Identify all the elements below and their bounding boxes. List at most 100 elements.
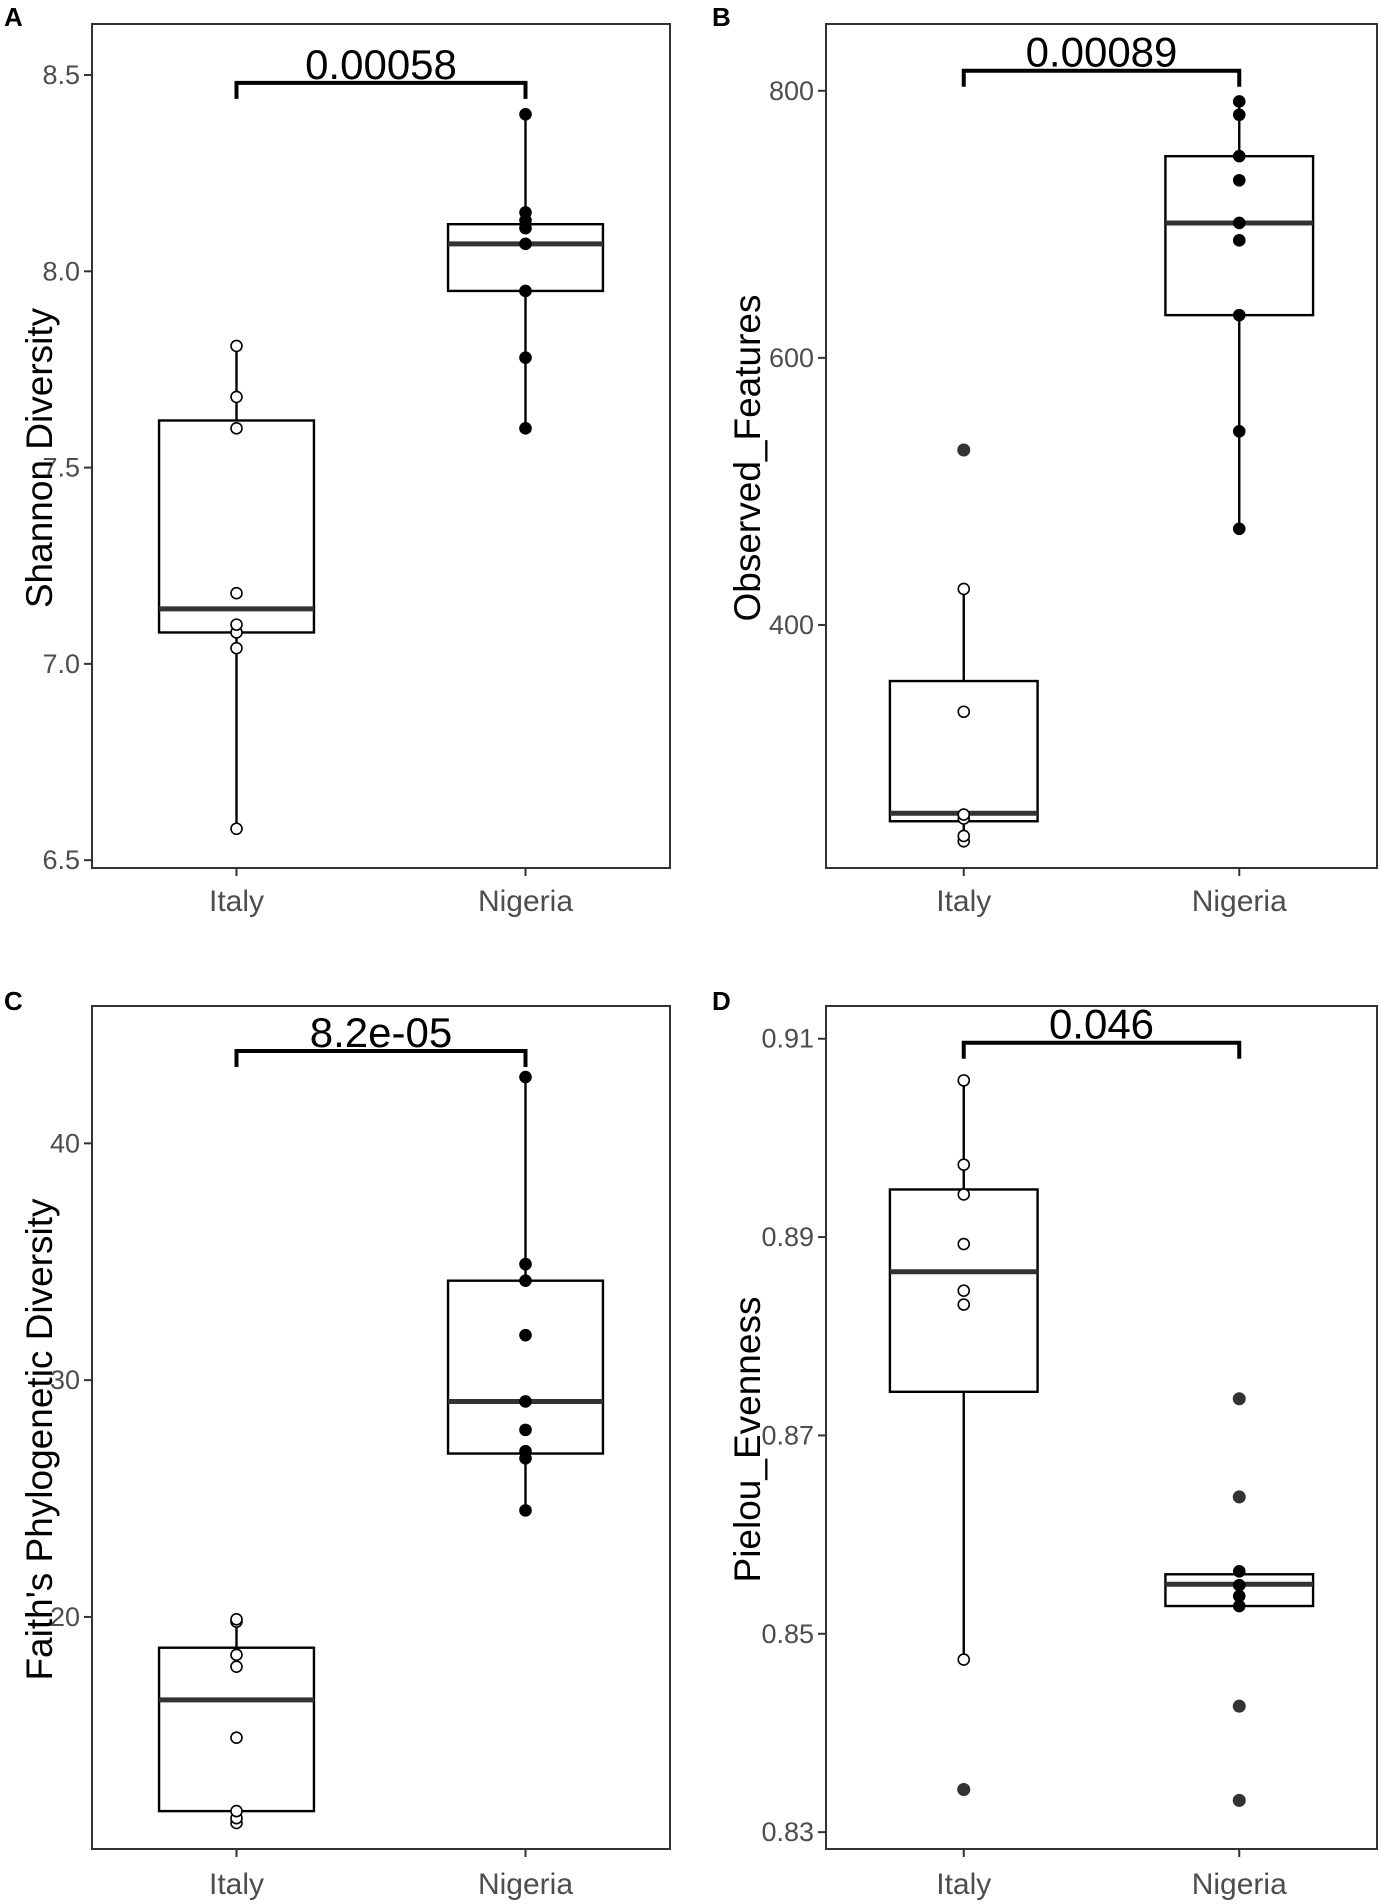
panel-b-nigeria-point — [1232, 216, 1246, 230]
panel-c-italy-point — [230, 1648, 243, 1662]
panel-c-italy-point — [230, 1660, 243, 1673]
panel-b-nigeria-point — [1232, 522, 1246, 536]
panel-d-italy-point — [957, 1284, 971, 1297]
panel-b-italy-point — [957, 808, 971, 821]
panel-b-ytick-label: 400 — [769, 610, 814, 640]
panel-a-nigeria-point — [519, 422, 532, 435]
panel-c-italy-box — [157, 1646, 316, 1813]
panel-b-bracket — [961, 68, 1242, 87]
panel-b-nigeria-point — [1232, 425, 1246, 438]
panel-d-italy-box — [888, 1188, 1039, 1393]
panel-c-italy-point — [230, 1804, 243, 1818]
panel-b-category-label: Italy — [936, 885, 991, 918]
panel-d-nigeria-outlier — [1232, 1793, 1246, 1807]
panel-c-nigeria-point — [519, 1257, 532, 1271]
panel-a-italy-box — [157, 419, 316, 634]
panel-a-bracket — [234, 80, 528, 99]
panel-d-ytick-label: 0.85 — [761, 1619, 814, 1649]
panel-a-ytick-label: 8.5 — [42, 60, 80, 90]
panel-c-category-label: Nigeria — [478, 1868, 573, 1901]
panel-b-category-label: Nigeria — [1192, 885, 1287, 918]
panel-b-italy-point — [957, 705, 971, 719]
panel-a-italy-point — [230, 390, 243, 404]
panel-b-italy-point — [957, 582, 971, 596]
panel-b-ytick-label: 600 — [769, 343, 814, 373]
panel-c-frame — [91, 1005, 671, 1850]
panel-c-bracket — [234, 1048, 528, 1067]
panel-d-nigeria-outlier — [1232, 1392, 1246, 1406]
panel-d-nigeria-point — [1232, 1578, 1246, 1592]
panel-d-italy-point — [957, 1188, 971, 1201]
panel-c-ytick-label: 30 — [50, 1365, 80, 1395]
panel-b-nigeria-point — [1232, 108, 1246, 122]
panel-a-category-label: Italy — [209, 885, 264, 918]
panel-d-ylabel: Pielou_Evenness — [727, 1297, 768, 1583]
panel-a-italy-point — [230, 422, 243, 435]
panel-d-italy-point — [957, 1653, 971, 1666]
panel-c-nigeria-point — [519, 1504, 532, 1517]
panel-d-bracket — [961, 1040, 1242, 1059]
panel-c-category-label: Italy — [209, 1868, 264, 1901]
panel-b-ylabel: Observed_Features — [727, 294, 768, 621]
panel-b-letter: B — [712, 2, 731, 32]
panel-b-nigeria-point — [1232, 95, 1246, 108]
panel-c-nigeria-point — [519, 1070, 532, 1084]
panel-a-ytick-label: 6.5 — [42, 845, 80, 875]
panel-b-italy-box — [888, 679, 1039, 823]
panel-a-nigeria-point — [519, 107, 532, 121]
panel-b-nigeria-point — [1232, 234, 1246, 247]
panel-c-nigeria-point — [519, 1274, 532, 1287]
panel-b-nigeria-point — [1232, 173, 1246, 187]
panel-a-italy-point — [230, 822, 243, 836]
panel-b-nigeria-point — [1232, 149, 1246, 163]
panel-c-ytick-label: 40 — [50, 1128, 80, 1158]
panel-d-ytick-label: 0.87 — [761, 1420, 814, 1450]
panel-a-ytick-label: 7.0 — [42, 649, 80, 679]
panel-b-ytick-label: 800 — [769, 76, 814, 106]
panel-c-nigeria-point — [519, 1328, 532, 1342]
panel-d-nigeria-outlier — [1232, 1699, 1246, 1713]
panel-d-category-label: Italy — [936, 1868, 991, 1901]
panel-d-nigeria-point — [1232, 1589, 1246, 1603]
panel-d-ytick-label: 0.91 — [761, 1024, 814, 1054]
panel-c-italy-point — [230, 1613, 243, 1626]
panel-a-italy-point — [230, 586, 243, 600]
panel-c-ytick-label: 20 — [50, 1602, 80, 1632]
panel-a-category-label: Nigeria — [478, 885, 573, 918]
panel-c-ylabel: Faith's Phylogenetic Diversity — [19, 1198, 60, 1681]
panel-b-italy-outlier — [957, 443, 971, 457]
panel-a-ylabel: Shannon Diversity — [19, 307, 60, 608]
panel-a-nigeria-point — [519, 206, 532, 219]
panel-a-nigeria-point — [519, 237, 532, 251]
panel-c-nigeria-point — [519, 1395, 532, 1408]
panel-d-nigeria-point — [1232, 1565, 1246, 1578]
panel-a-frame — [91, 23, 671, 869]
panel-d-ytick-label: 0.89 — [761, 1222, 814, 1252]
panel-a-ytick-label: 7.5 — [42, 453, 80, 483]
panel-d-frame — [825, 1005, 1378, 1850]
panel-b-p-value: 0.00089 — [1026, 29, 1178, 76]
panel-d-nigeria-outlier — [1232, 1490, 1246, 1504]
panel-a-italy-point — [230, 641, 243, 655]
panel-a-p-value: 0.00058 — [305, 41, 457, 88]
panel-b-frame — [825, 23, 1378, 869]
panel-b-nigeria-point — [1232, 308, 1246, 322]
panel-c-p-value: 8.2e-05 — [310, 1009, 452, 1056]
panel-d-italy-point — [957, 1158, 971, 1171]
panel-d-italy-outlier — [957, 1782, 971, 1796]
panel-c-letter: C — [4, 986, 23, 1016]
panel-a-ytick-label: 8.0 — [42, 256, 80, 286]
panel-c-italy-point — [230, 1731, 243, 1745]
panel-a-nigeria-point — [519, 284, 532, 298]
panel-a-italy-point — [230, 339, 243, 353]
panel-a-letter: A — [4, 2, 23, 32]
panel-d-italy-point — [957, 1074, 971, 1087]
panel-d-italy-point — [957, 1298, 971, 1311]
panel-c-nigeria-point — [519, 1444, 532, 1458]
panel-d-p-value: 0.046 — [1049, 1001, 1154, 1048]
panel-a-nigeria-point — [519, 351, 532, 364]
panel-d-ytick-label: 0.83 — [761, 1817, 814, 1847]
panel-a-italy-point — [230, 618, 243, 631]
panel-b-italy-point — [957, 829, 971, 843]
